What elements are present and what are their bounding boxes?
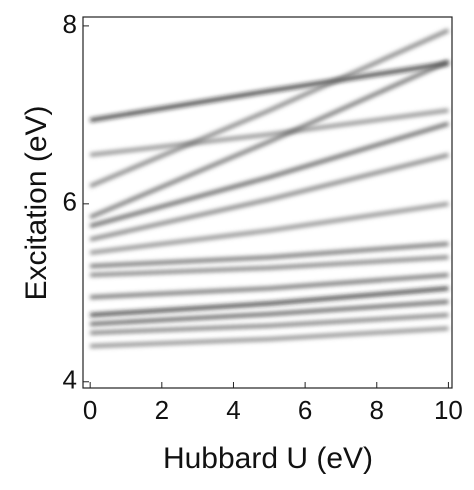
spectral-line xyxy=(90,313,449,335)
frame xyxy=(82,16,453,389)
x-axis-title: Hubbard U (eV) xyxy=(163,442,373,475)
spectral-line xyxy=(90,326,449,349)
y-tick-label: 6 xyxy=(63,187,77,217)
y-tick-label: 4 xyxy=(63,365,77,395)
x-tick-label: 4 xyxy=(226,395,240,425)
x-tick-label: 6 xyxy=(298,395,312,425)
y-tick-label: 8 xyxy=(63,9,77,39)
spectral-line xyxy=(89,61,449,123)
x-tick-label: 2 xyxy=(155,395,169,425)
spectral-line xyxy=(89,108,449,157)
x-tick-label: 8 xyxy=(370,395,384,425)
spectral-line xyxy=(89,201,449,255)
spectral-line xyxy=(90,241,449,269)
x-tick-label: 10 xyxy=(434,395,463,425)
y-axis-title: Excitation (eV) xyxy=(20,105,53,300)
spectral-line xyxy=(89,59,450,220)
plot-area xyxy=(89,28,450,349)
spectral-line xyxy=(90,273,449,300)
spectral-line xyxy=(90,299,449,326)
spectral-line xyxy=(89,28,450,188)
spectral-line xyxy=(90,286,449,318)
spectral-line xyxy=(90,255,449,278)
spectral-line xyxy=(89,121,449,229)
x-tick-label: 0 xyxy=(83,395,97,425)
spectral-line xyxy=(89,152,449,242)
